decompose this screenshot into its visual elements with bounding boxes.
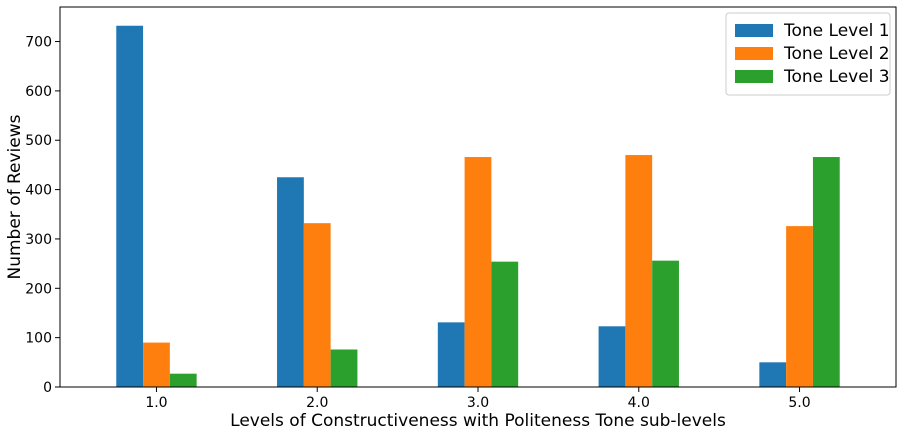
y-tick-label: 0 bbox=[43, 380, 52, 396]
legend-label-series-2: Tone Level 2 bbox=[783, 44, 890, 64]
bar-4.0-series-2 bbox=[625, 155, 653, 387]
bar-3.0-series-1 bbox=[437, 322, 465, 387]
legend-swatch-series-1 bbox=[735, 24, 773, 37]
legend-swatch-series-2 bbox=[735, 47, 773, 60]
bar-1.0-series-3 bbox=[169, 373, 197, 387]
y-tick-label: 700 bbox=[25, 35, 52, 51]
y-tick-label: 500 bbox=[25, 133, 52, 149]
bar-4.0-series-1 bbox=[598, 326, 626, 387]
bar-5.0-series-3 bbox=[812, 157, 840, 387]
axes-group: 0 100 200 300 400 500 600 700 1.0 2.0 3.0 4.0 5.0 bbox=[25, 6, 897, 411]
legend-label-series-1: Tone Level 1 bbox=[783, 21, 890, 41]
bars-group bbox=[116, 25, 840, 387]
x-tick-label: 2.0 bbox=[306, 395, 328, 411]
bar-5.0-series-2 bbox=[786, 226, 813, 387]
y-tick-label: 300 bbox=[25, 232, 52, 248]
bar-5.0-series-1 bbox=[759, 362, 787, 387]
bar-2.0-series-2 bbox=[303, 223, 331, 387]
y-tick-label: 600 bbox=[25, 84, 52, 100]
bar-2.0-series-1 bbox=[277, 177, 304, 387]
x-tick-label: 4.0 bbox=[628, 395, 650, 411]
bar-3.0-series-3 bbox=[491, 261, 519, 387]
legend-label-series-3: Tone Level 3 bbox=[783, 67, 890, 87]
y-axis-label: Number of Reviews bbox=[5, 114, 25, 279]
bar-1.0-series-1 bbox=[116, 25, 144, 387]
bar-2.0-series-3 bbox=[330, 349, 358, 387]
bar-3.0-series-2 bbox=[464, 157, 492, 387]
bar-1.0-series-2 bbox=[143, 342, 170, 387]
legend: Tone Level 1 Tone Level 2 Tone Level 3 bbox=[725, 12, 891, 96]
legend-swatch-series-3 bbox=[735, 70, 773, 83]
x-tick-label: 5.0 bbox=[788, 395, 810, 411]
bar-4.0-series-3 bbox=[652, 260, 679, 387]
y-tick-label: 200 bbox=[25, 281, 52, 297]
x-axis-label: Levels of Constructiveness with Politene… bbox=[230, 411, 726, 431]
x-tick-label: 3.0 bbox=[467, 395, 489, 411]
y-tick-label: 100 bbox=[25, 331, 52, 347]
y-tick-label: 400 bbox=[25, 183, 52, 199]
x-tick-label: 1.0 bbox=[145, 395, 167, 411]
